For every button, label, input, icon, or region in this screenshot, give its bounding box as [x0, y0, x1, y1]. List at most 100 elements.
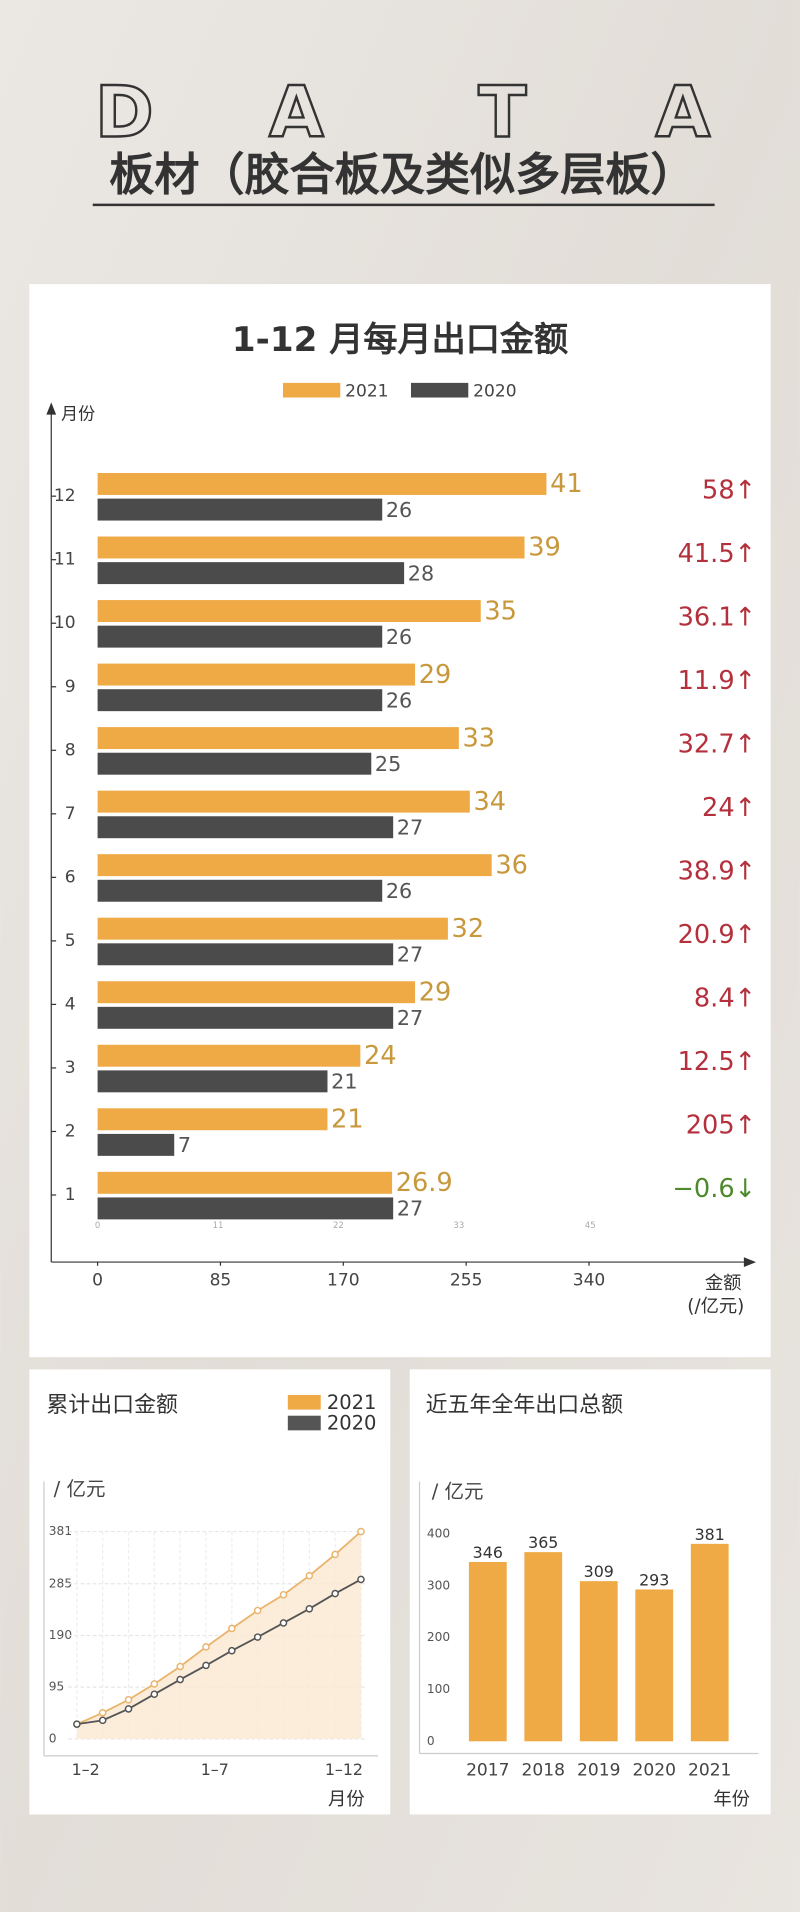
- bar-value-label: 21: [331, 1104, 364, 1134]
- bar: [524, 1552, 563, 1742]
- point: [202, 1643, 210, 1651]
- header-letter: T: [478, 71, 526, 154]
- bar: [97, 663, 416, 686]
- bar: [97, 562, 405, 585]
- bar-value-label: 26: [386, 688, 412, 712]
- point: [150, 1690, 159, 1699]
- point: [331, 1550, 339, 1559]
- legend-label: 2021: [327, 1391, 377, 1414]
- x-tick-label: 85: [210, 1270, 232, 1290]
- x-axis-label: 年份: [713, 1789, 750, 1810]
- bar-value-label: 29: [419, 977, 452, 1007]
- x-tick-label: 1–7: [201, 1760, 229, 1779]
- growth-label: 32.7↑: [678, 729, 756, 759]
- bar-value-label: 27: [397, 1197, 423, 1221]
- legend-label: 2020: [327, 1412, 377, 1435]
- bar-value-label: 39: [528, 533, 561, 563]
- y-tick-label: 4: [65, 994, 76, 1014]
- bar-value-label: 21: [331, 1070, 357, 1094]
- growth-label: 20.9↑: [678, 920, 756, 950]
- bar: [97, 498, 383, 521]
- legend-swatch: [282, 382, 341, 398]
- bar: [97, 816, 394, 839]
- legend-label: 2021: [345, 381, 388, 401]
- chart-title: 累计出口金额: [46, 1393, 178, 1418]
- bar: [579, 1581, 618, 1742]
- bar-value-label: 27: [397, 815, 423, 839]
- x-tick-label: 255: [450, 1270, 483, 1290]
- bar: [97, 1044, 361, 1067]
- growth-label: 205↑: [686, 1111, 756, 1141]
- bar: [97, 536, 525, 559]
- point: [176, 1675, 184, 1684]
- x-tick-label: 2019: [577, 1761, 620, 1781]
- x-tick-label: 2020: [633, 1761, 676, 1781]
- bar: [97, 625, 383, 648]
- x-tick-label: 0: [92, 1270, 103, 1290]
- y-tick-label: 400: [427, 1526, 450, 1540]
- growth-label: 41.5↑: [678, 539, 756, 569]
- bar: [97, 1171, 393, 1194]
- y-tick-label: 11: [54, 550, 76, 570]
- y-tick-label: 0: [427, 1734, 435, 1748]
- legend-swatch: [287, 1394, 321, 1410]
- point: [98, 1716, 107, 1725]
- x-tick-label: 2021: [688, 1761, 731, 1781]
- bar: [97, 943, 394, 966]
- minor-tick-label: 0: [95, 1221, 100, 1231]
- bar-value-label: 365: [528, 1533, 558, 1552]
- header-letter: A: [656, 71, 711, 154]
- bar-value-label: 26: [386, 498, 412, 522]
- growth-label: 8.4↑: [694, 984, 756, 1014]
- growth-label: 24↑: [702, 793, 756, 823]
- x-axis-label: 金额: [705, 1273, 742, 1294]
- header-letter: A: [269, 71, 324, 154]
- y-tick-label: 100: [427, 1682, 450, 1696]
- minor-tick-label: 45: [585, 1221, 596, 1231]
- point: [176, 1662, 184, 1671]
- bar: [97, 981, 416, 1004]
- x-tick-label: 1–2: [72, 1760, 100, 1779]
- y-axis-label: 月份: [61, 405, 95, 425]
- growth-label: −0.6↓: [672, 1174, 756, 1204]
- bar: [635, 1589, 674, 1742]
- y-tick-label: 5: [65, 931, 76, 951]
- point: [228, 1646, 236, 1655]
- y-tick-label: 2: [65, 1121, 76, 1141]
- chart-title: 1-12 月每月出口金额: [232, 320, 568, 360]
- bar: [97, 879, 383, 902]
- y-tick-label: 1: [65, 1185, 76, 1205]
- x-axis-label: (/亿元): [687, 1296, 744, 1317]
- point: [228, 1624, 236, 1633]
- x-tick-label: 170: [327, 1270, 360, 1290]
- y-tick-label: 300: [427, 1578, 450, 1592]
- bar: [97, 1006, 394, 1029]
- y-tick-label: 0: [49, 1731, 57, 1745]
- x-tick-label: 2017: [466, 1761, 509, 1781]
- point: [279, 1590, 288, 1599]
- y-tick-label: 190: [49, 1628, 72, 1642]
- bar: [97, 1197, 394, 1220]
- minor-tick-label: 22: [333, 1221, 344, 1231]
- bar-value-label: 25: [375, 752, 401, 776]
- y-tick-label: 3: [65, 1058, 76, 1078]
- bar: [97, 752, 372, 775]
- legend-label: 2020: [473, 381, 516, 401]
- bar: [97, 727, 459, 750]
- axis-arrow: [46, 402, 57, 415]
- growth-label: 38.9↑: [678, 856, 756, 886]
- x-axis-label: 月份: [328, 1789, 365, 1810]
- point: [73, 1720, 81, 1728]
- bar-value-label: 7: [178, 1133, 191, 1157]
- bar: [468, 1561, 507, 1742]
- bar: [97, 689, 383, 712]
- axis-arrow: [743, 1257, 757, 1267]
- bar: [97, 854, 492, 877]
- bar: [97, 600, 481, 623]
- header-title: 板材（胶合板及类似多层板）: [109, 148, 695, 201]
- point: [357, 1527, 365, 1536]
- point: [150, 1680, 159, 1688]
- bar: [97, 1133, 175, 1156]
- y-tick-label: 7: [65, 804, 76, 824]
- header-letter: D: [95, 71, 154, 154]
